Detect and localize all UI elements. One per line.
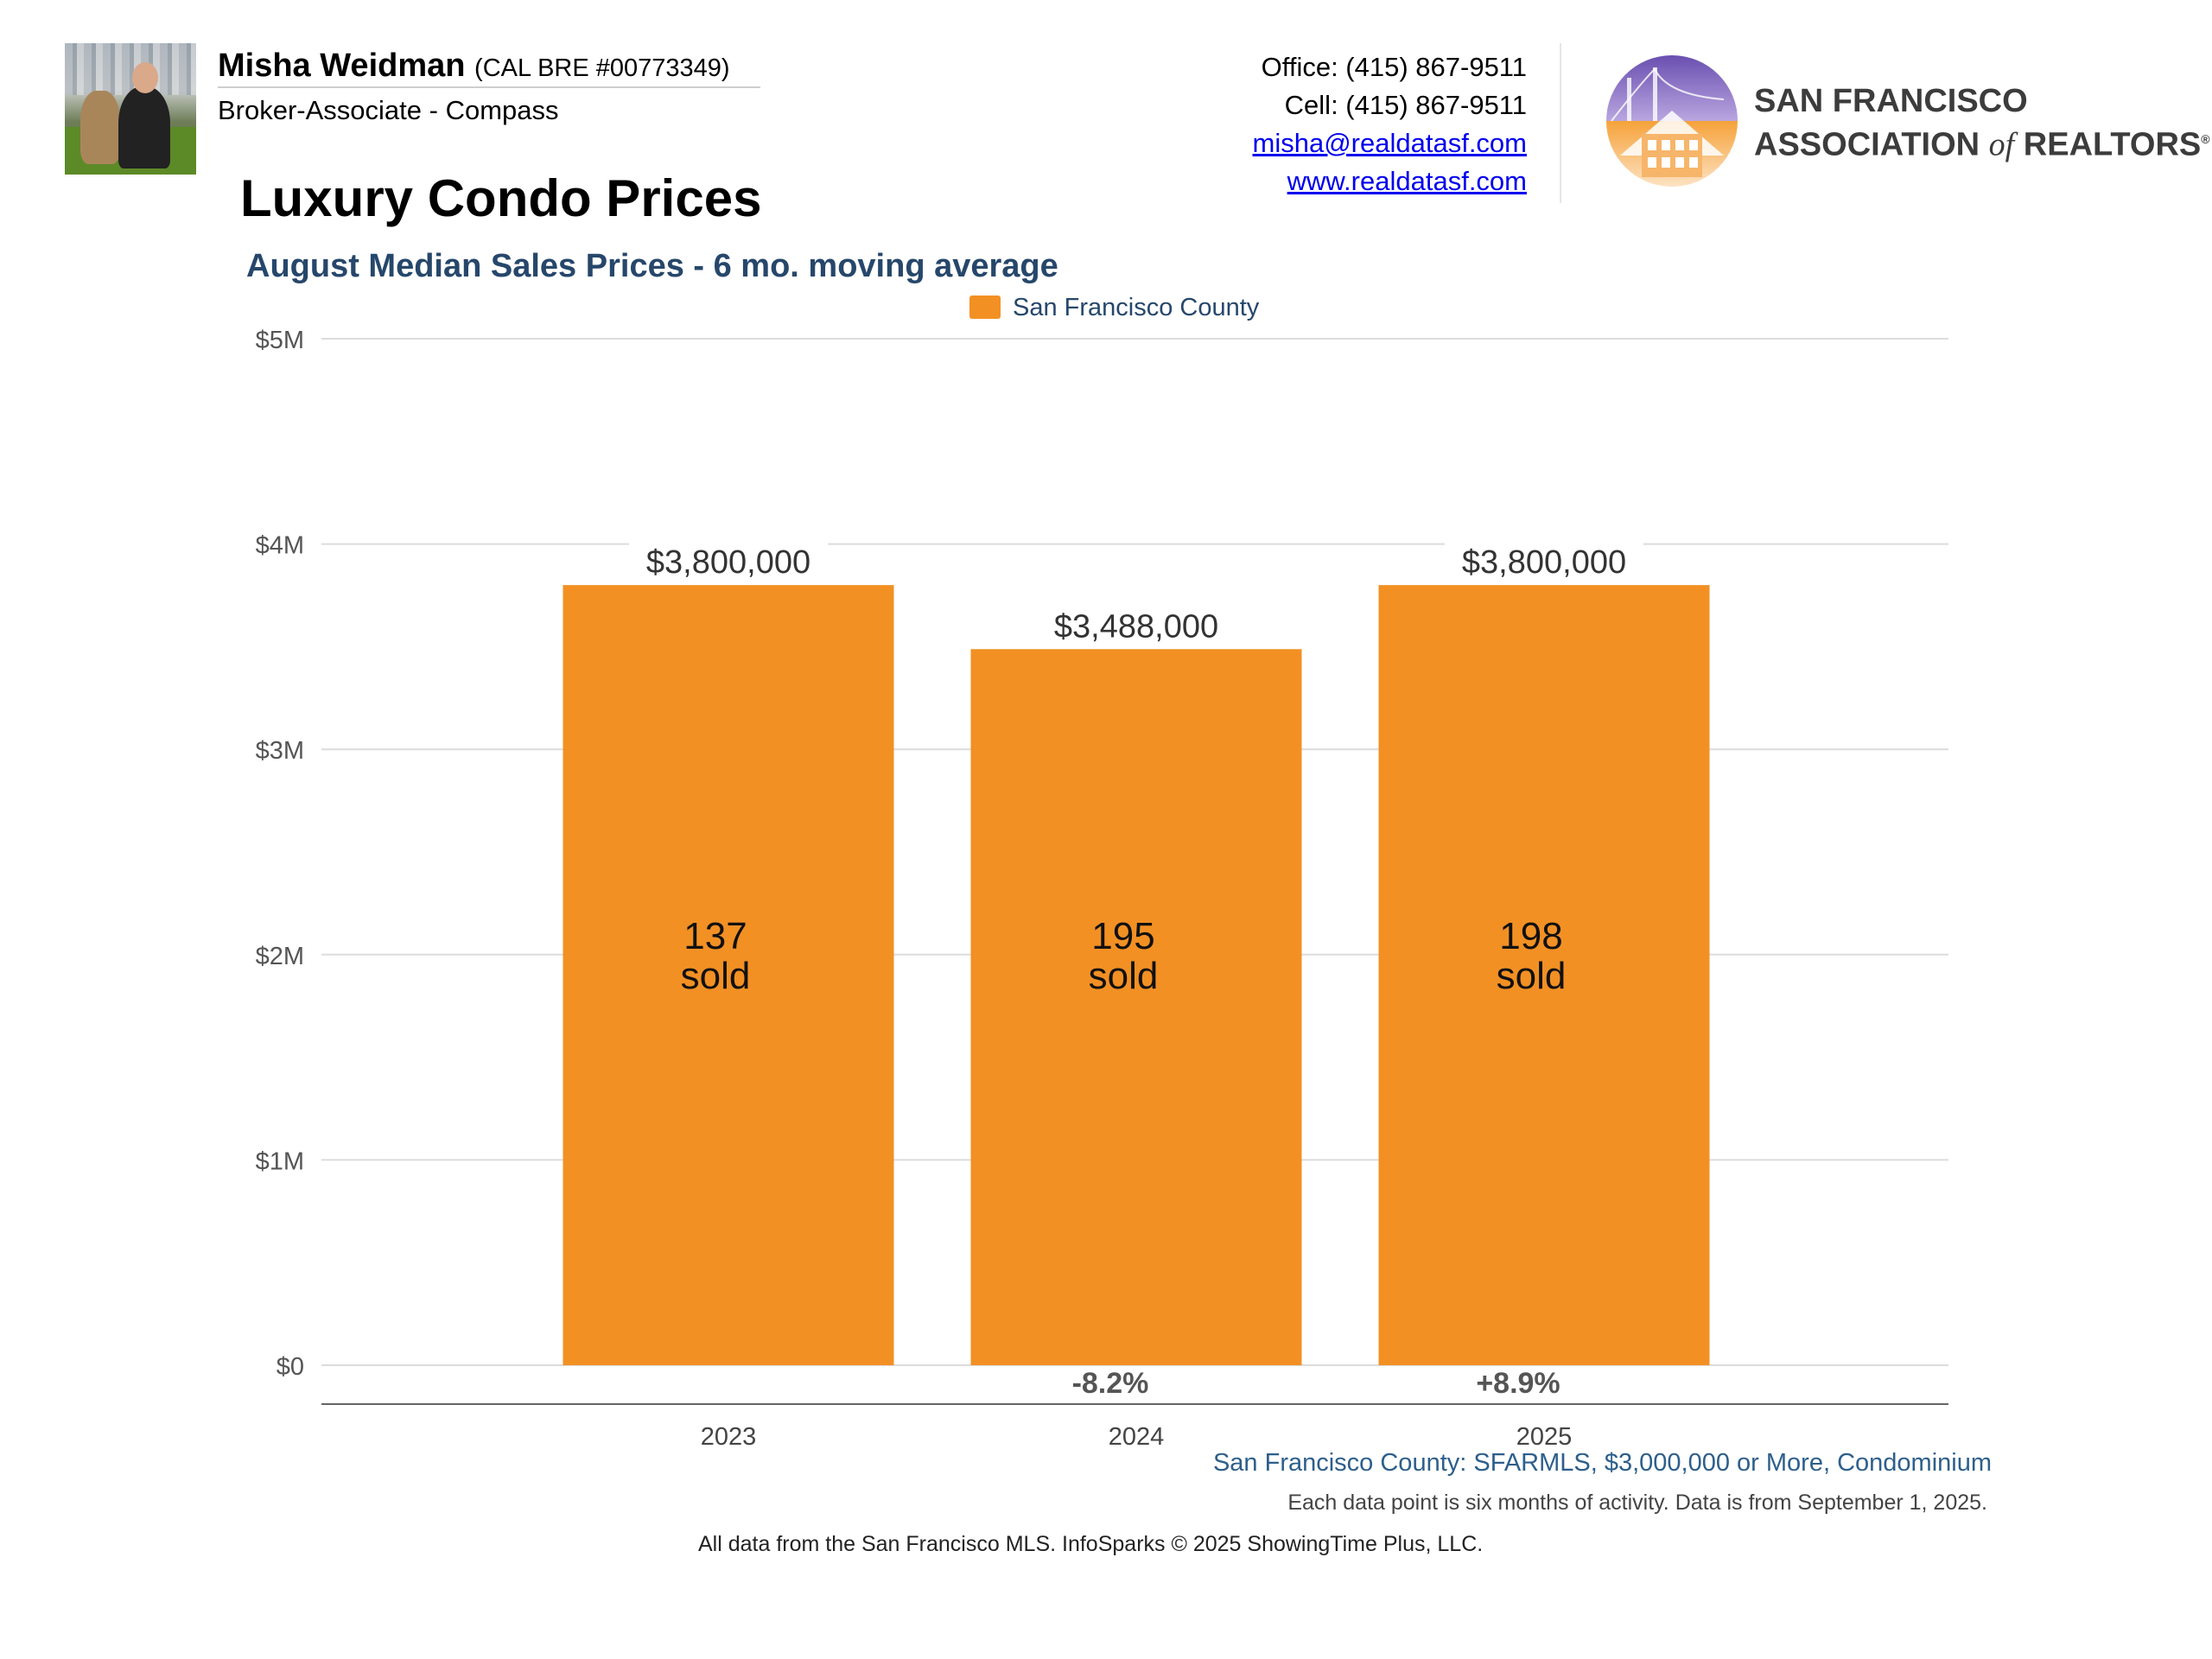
value-label: $3,800,000 — [1462, 544, 1626, 581]
website-link[interactable]: www.realdatasf.com — [1287, 166, 1527, 196]
association-name: San Francisco Association of Realtors® — [1754, 82, 2210, 164]
value-label: $3,488,000 — [1054, 608, 1218, 645]
header-divider — [1560, 43, 1561, 203]
bar — [1378, 585, 1710, 1365]
agent-divider — [218, 86, 760, 88]
sold-count: 137 — [683, 915, 747, 957]
sold-count: 198 — [1499, 915, 1562, 957]
sold-label: sold — [1089, 955, 1159, 997]
association-line1: San Francisco — [1754, 83, 2028, 119]
office-phone: Office: (415) 867-9511 — [1261, 52, 1527, 82]
chart-legend: San Francisco County — [969, 294, 1259, 322]
y-tick-label: $3M — [256, 737, 304, 765]
chart-title: Luxury Condo Prices — [240, 169, 762, 227]
y-tick-label: $4M — [256, 532, 304, 560]
sold-count: 195 — [1091, 915, 1154, 957]
agent-name: Misha Weidman — [218, 48, 466, 84]
sold-label: sold — [1497, 955, 1567, 997]
data-source: San Francisco County: SFARMLS, $3,000,00… — [1212, 1449, 1992, 1477]
sfar-logo-icon — [1606, 55, 1738, 187]
agent-role: Broker-Associate - Compass — [218, 95, 559, 125]
copyright: All data from the San Francisco MLS. Inf… — [698, 1532, 1484, 1556]
sold-label: sold — [681, 955, 751, 997]
x-tick-label: 2024 — [1109, 1423, 1165, 1451]
agent-name-line: Misha Weidman (CAL BRE #00773349) — [218, 48, 730, 85]
cell-phone: Cell: (415) 867-9511 — [1284, 90, 1527, 120]
bar — [563, 585, 894, 1365]
legend-swatch — [969, 296, 1001, 319]
email-link[interactable]: misha@realdatasf.com — [1252, 128, 1527, 158]
value-label: $3,800,000 — [646, 544, 810, 581]
y-tick-label: $1M — [256, 1147, 304, 1175]
change-label: -8.2% — [1072, 1367, 1149, 1400]
y-tick-label: $2M — [256, 943, 304, 970]
legend-label: San Francisco County — [1013, 294, 1260, 321]
chart-subtitle: August Median Sales Prices - 6 mo. movin… — [246, 248, 1058, 284]
change-label: +8.9% — [1476, 1367, 1560, 1400]
data-note: Each data point is six months of activit… — [1287, 1491, 1987, 1515]
y-tick-label: $0 — [276, 1353, 304, 1381]
contact-block: Office: (415) 867-9511 Cell: (415) 867-9… — [1253, 48, 1527, 200]
value-label-bg — [629, 540, 828, 579]
x-tick-label: 2025 — [1516, 1423, 1573, 1451]
association-line2: Association of Realtors® — [1754, 126, 2210, 163]
value-label-bg — [1037, 604, 1236, 643]
x-tick-label: 2023 — [701, 1423, 757, 1451]
value-label-bg — [1445, 540, 1643, 579]
bar — [970, 649, 1302, 1365]
agent-license: (CAL BRE #00773349) — [474, 54, 730, 82]
y-tick-label: $5M — [256, 327, 304, 354]
agent-photo — [65, 43, 196, 175]
